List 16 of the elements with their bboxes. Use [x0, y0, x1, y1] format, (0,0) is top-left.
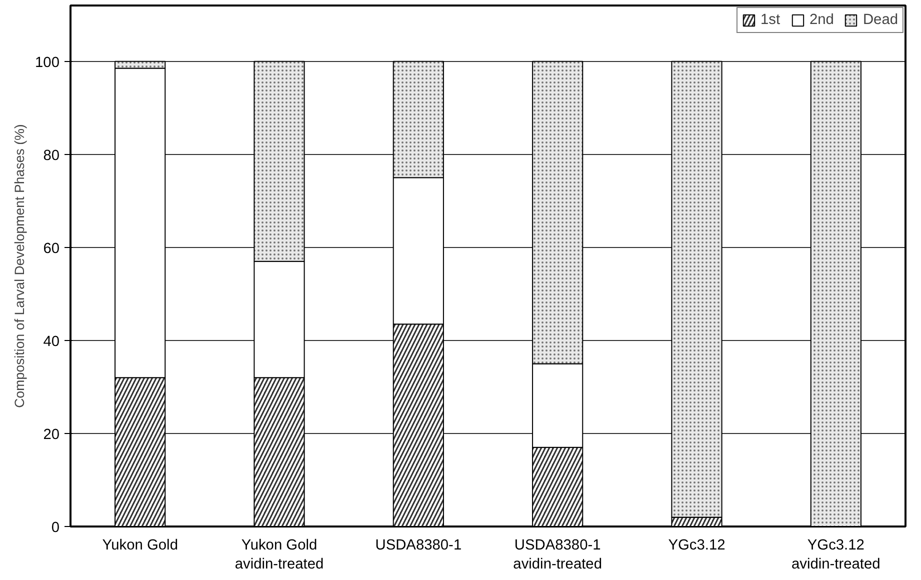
- x-tick-label: YGc3.12: [668, 538, 726, 554]
- x-tick-label: USDA8380-1: [375, 538, 462, 554]
- x-tick-label: YGc3.12 avidin-treated: [792, 538, 880, 573]
- x-tick-label: Yukon Gold: [102, 538, 178, 554]
- y-tick-label: 60: [43, 240, 60, 257]
- x-tick-label: Yukon Gold avidin-treated: [234, 538, 324, 573]
- y-tick-label: 0: [51, 520, 60, 536]
- y-axis-title: Composition of Larval Development Phases (%): [12, 124, 28, 408]
- y-tick-label: 100: [35, 54, 60, 71]
- y-tick-label: 80: [43, 148, 60, 164]
- y-tick-label: 40: [43, 334, 60, 350]
- y-tick-label: 20: [43, 426, 60, 443]
- legend-label: Dead: [862, 12, 898, 28]
- legend-label: 1st: [760, 12, 780, 28]
- x-tick-label: USDA8380-1 avidin-treated: [513, 538, 602, 573]
- legend-label: 2nd: [809, 12, 834, 28]
